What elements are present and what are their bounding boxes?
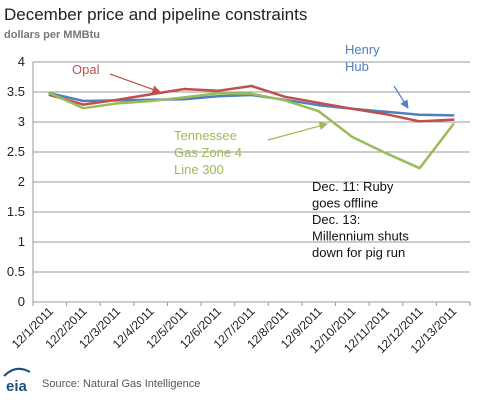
y-tick-label: 0 <box>18 294 25 309</box>
data-point-henry-hub <box>384 110 388 114</box>
data-point-tennessee-gas-zone-4-line-300 <box>48 92 52 95</box>
data-point-henry-hub <box>82 99 85 103</box>
data-point-tennessee-gas-zone-4-line-300 <box>317 110 320 113</box>
axes <box>32 62 470 303</box>
series-lines <box>48 84 455 170</box>
data-point-opal <box>317 101 320 105</box>
annotation-text: Dec. 13: <box>312 212 360 227</box>
series-line-tennessee-gas-zone-4-line-300 <box>48 91 455 170</box>
pointer-arrow-opal <box>109 73 161 94</box>
series-label-tennessee-gas-zone-4-line-300: Line 300 <box>174 162 224 177</box>
data-point-tennessee-gas-zone-4-line-300 <box>384 152 388 155</box>
data-point-tennessee-gas-zone-4-line-300 <box>149 99 152 103</box>
data-point-opal <box>283 95 287 99</box>
data-point-opal <box>418 120 421 123</box>
source-note: Source: Natural Gas Intelligence <box>42 378 200 390</box>
eia-logo-arc <box>3 367 31 377</box>
y-tick-label: 1 <box>18 234 25 249</box>
y-tick-label: 2 <box>18 174 25 189</box>
data-point-tennessee-gas-zone-4-line-300 <box>115 102 119 105</box>
annotation-text: Dec. 11: Ruby <box>312 179 394 194</box>
data-point-opal <box>115 98 119 102</box>
y-axis-ticks: 0 0.5 1 1.5 2 2.5 3 3.5 4 <box>7 54 25 309</box>
data-point-opal <box>384 113 388 116</box>
series-label-henry-hub: Hub <box>345 59 369 74</box>
data-point-opal <box>183 87 186 91</box>
data-point-tennessee-gas-zone-4-line-300 <box>283 99 287 102</box>
series-label-tennessee-gas-zone-4-line-300: Gas Zone 4 <box>174 145 242 160</box>
data-point-henry-hub <box>317 104 320 107</box>
y-tick-label: 2.5 <box>7 144 25 159</box>
data-point-tennessee-gas-zone-4-line-300 <box>82 107 85 110</box>
eia-logo: eia <box>3 367 31 395</box>
series-labels: Henry Hub Opal Tennessee Gas Zone 4 Line 300 <box>72 42 409 177</box>
data-point-tennessee-gas-zone-4-line-300 <box>351 135 354 139</box>
data-point-tennessee-gas-zone-4-line-300 <box>451 123 455 126</box>
data-point-opal <box>149 93 152 96</box>
y-tick-label: 4 <box>18 54 25 69</box>
y-tick-label: 0.5 <box>7 264 25 279</box>
data-point-opal <box>216 89 220 93</box>
data-point-opal <box>82 103 85 106</box>
series-label-henry-hub: Henry <box>345 42 380 57</box>
y-tick-label: 3 <box>18 114 25 129</box>
data-point-tennessee-gas-zone-4-line-300 <box>418 167 421 170</box>
data-point-henry-hub <box>216 95 220 98</box>
data-point-tennessee-gas-zone-4-line-300 <box>250 92 253 96</box>
pointer-arrow-tennessee-gas-zone-4-line-300 <box>267 121 328 141</box>
y-tick-label: 3.5 <box>7 84 25 99</box>
data-point-opal <box>351 107 354 111</box>
y-tick-label: 1.5 <box>7 204 25 219</box>
data-point-opal <box>451 118 455 121</box>
data-point-henry-hub <box>451 114 455 117</box>
annotation-text: goes offline <box>312 196 378 211</box>
annotation-text: Millennium shuts <box>312 229 409 244</box>
data-point-henry-hub <box>418 113 421 117</box>
series-label-opal: Opal <box>72 62 100 77</box>
chart-title: December price and pipeline constraints <box>4 5 307 24</box>
pointer-arrow-henry-hub <box>393 85 409 109</box>
gridlines <box>33 61 470 273</box>
data-point-tennessee-gas-zone-4-line-300 <box>216 92 220 95</box>
series-label-tennessee-gas-zone-4-line-300: Tennessee <box>174 128 237 143</box>
data-point-tennessee-gas-zone-4-line-300 <box>183 96 186 99</box>
x-axis-ticks: 12/1/201112/2/201112/3/201112/4/201112/5… <box>9 302 471 356</box>
data-point-opal <box>250 84 253 88</box>
annotation-text: down for pig run <box>312 245 405 260</box>
chart-subtitle: dollars per MMBtu <box>4 29 100 41</box>
eia-logo-text: eia <box>6 378 28 395</box>
